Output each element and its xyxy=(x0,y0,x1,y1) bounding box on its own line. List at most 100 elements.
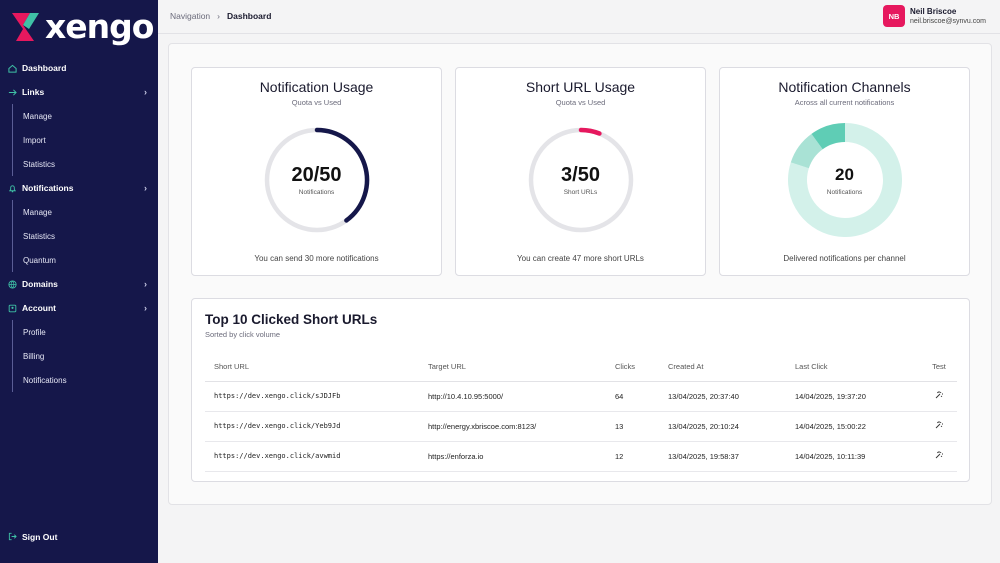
sidebar-subitem-notifications-manage[interactable]: Manage xyxy=(23,207,52,217)
bell-icon xyxy=(8,184,17,193)
short-url-usage-gauge: 3/50 Short URLs xyxy=(524,123,638,237)
table-row: https://dev.xengo.click/avwmid https://e… xyxy=(205,441,957,472)
card-subtitle: Quota vs Used xyxy=(555,98,606,107)
target-url-cell[interactable]: http://10.4.10.95:5000/ xyxy=(419,381,606,412)
notifications-submenu: Manage Statistics Quantum xyxy=(12,200,158,272)
sidebar: xengo Dashboard Links › Manage Import St… xyxy=(0,0,158,563)
gauge-value: 3/50 xyxy=(561,164,600,186)
chevron-right-icon: › xyxy=(144,303,147,313)
logo[interactable]: xengo xyxy=(10,7,154,46)
dashboard-panel: Notification Usage Quota vs Used 20/50 N… xyxy=(168,43,992,505)
donut-segment-2 xyxy=(790,133,823,169)
sidebar-subitem-account-billing[interactable]: Billing xyxy=(23,351,45,361)
table-title: Top 10 Clicked Short URLs xyxy=(205,312,378,327)
test-link-button[interactable] xyxy=(921,381,957,412)
card-title: Notification Channels xyxy=(778,79,911,95)
short-url-usage-card: Short URL Usage Quota vs Used 3/50 Short… xyxy=(455,67,706,276)
gauge-fill-arc xyxy=(314,127,369,223)
created-at-cell: 13/04/2025, 20:37:40 xyxy=(659,381,786,412)
user-menu[interactable]: NB Neil Briscoe neil.briscoe@synvu.com xyxy=(883,5,986,27)
chevron-right-icon: › xyxy=(144,279,147,289)
donut-segment-1 xyxy=(787,123,902,237)
card-subtitle: Across all current notifications xyxy=(794,98,895,107)
chevron-right-icon: › xyxy=(144,183,147,193)
test-link-button[interactable] xyxy=(921,411,957,442)
sidebar-subitem-links-statistics[interactable]: Statistics xyxy=(23,159,56,169)
sparkle-icon xyxy=(935,391,943,399)
logo-text: xengo xyxy=(45,7,154,46)
short-url-cell[interactable]: https://dev.xengo.click/Yeb9Jd xyxy=(205,411,419,442)
sidebar-item-label: Notifications xyxy=(22,183,74,193)
column-header-created-at[interactable]: Created At xyxy=(659,353,786,382)
sign-out-label: Sign Out xyxy=(22,532,58,542)
card-title: Notification Usage xyxy=(259,79,374,95)
sidebar-nav: Dashboard Links › Manage Import Statisti… xyxy=(0,56,158,392)
home-icon xyxy=(8,64,17,73)
sign-out-button[interactable]: Sign Out xyxy=(0,525,158,549)
sparkle-icon xyxy=(935,421,943,429)
sparkle-icon xyxy=(935,451,943,459)
chevron-right-icon: › xyxy=(144,87,147,97)
gauge-unit: Notifications xyxy=(298,189,335,196)
breadcrumb-navigation[interactable]: Navigation xyxy=(170,11,211,21)
donut-unit: Notifications xyxy=(826,189,863,196)
notification-channels-donut: 20 Notifications xyxy=(787,123,902,237)
gauge-value: 20/50 xyxy=(291,164,342,186)
card-footer: You can create 47 more short URLs xyxy=(517,254,644,263)
last-click-cell: 14/04/2025, 15:00:22 xyxy=(786,411,921,442)
top-urls-table: Short URL Target URL Clicks Created At L… xyxy=(205,353,957,472)
globe-icon xyxy=(8,279,17,289)
sidebar-subitem-account-notifications[interactable]: Notifications xyxy=(23,375,67,385)
link-icon xyxy=(8,88,17,97)
target-url-cell[interactable]: http://energy.xbriscoe.com:8123/ xyxy=(419,411,606,442)
sidebar-item-label: Account xyxy=(22,303,56,313)
sidebar-subitem-notifications-statistics[interactable]: Statistics xyxy=(23,231,56,241)
sidebar-subitem-links-manage[interactable]: Manage xyxy=(23,111,52,121)
breadcrumb-current: Dashboard xyxy=(227,11,272,21)
target-url-cell[interactable]: https://enforza.io xyxy=(419,441,606,472)
account-submenu: Profile Billing Notifications xyxy=(12,320,158,392)
sidebar-item-links[interactable]: Links › xyxy=(0,80,158,104)
sidebar-item-domains[interactable]: Domains › xyxy=(0,272,158,296)
clicks-cell: 64 xyxy=(606,381,659,412)
topbar: Navigation › Dashboard NB Neil Briscoe n… xyxy=(158,0,1000,34)
sidebar-item-dashboard[interactable]: Dashboard xyxy=(0,56,158,80)
last-click-cell: 14/04/2025, 10:11:39 xyxy=(786,441,921,472)
sidebar-item-account[interactable]: Account › xyxy=(0,296,158,320)
account-icon xyxy=(8,304,17,313)
breadcrumb-separator-icon: › xyxy=(217,11,221,21)
sidebar-subitem-notifications-quantum[interactable]: Quantum xyxy=(23,255,56,265)
table-subtitle: Sorted by click volume xyxy=(205,330,281,339)
avatar: NB xyxy=(883,5,906,27)
table-header-row: Short URL Target URL Clicks Created At L… xyxy=(205,353,957,382)
sidebar-subitem-links-import[interactable]: Import xyxy=(23,135,46,145)
column-header-clicks[interactable]: Clicks xyxy=(606,353,659,382)
column-header-target-url[interactable]: Target URL xyxy=(419,353,606,382)
test-link-button[interactable] xyxy=(921,441,957,472)
sidebar-item-label: Dashboard xyxy=(22,63,67,73)
card-title: Short URL Usage xyxy=(525,79,636,95)
sidebar-item-label: Links xyxy=(22,87,45,97)
table-row: https://dev.xengo.click/sJDJFb http://10… xyxy=(205,381,957,412)
last-click-cell: 14/04/2025, 19:37:20 xyxy=(786,381,921,412)
short-url-cell[interactable]: https://dev.xengo.click/avwmid xyxy=(205,441,419,472)
card-footer: Delivered notifications per channel xyxy=(783,254,906,263)
created-at-cell: 13/04/2025, 20:10:24 xyxy=(659,411,786,442)
gauge-unit: Short URLs xyxy=(563,189,598,196)
column-header-last-click[interactable]: Last Click xyxy=(786,353,921,382)
card-subtitle: Quota vs Used xyxy=(291,98,342,107)
notification-usage-gauge: 20/50 Notifications xyxy=(260,123,374,237)
sidebar-item-notifications[interactable]: Notifications › xyxy=(0,176,158,200)
notification-usage-card: Notification Usage Quota vs Used 20/50 N… xyxy=(191,67,442,276)
gauge-fill-arc xyxy=(578,127,602,136)
notification-channels-card: Notification Channels Across all current… xyxy=(719,67,970,276)
donut-segment-3 xyxy=(810,123,845,150)
xengo-logo-icon xyxy=(10,11,41,43)
short-url-cell[interactable]: https://dev.xengo.click/sJDJFb xyxy=(205,381,419,412)
links-submenu: Manage Import Statistics xyxy=(12,104,158,176)
sign-out-icon xyxy=(8,532,17,543)
created-at-cell: 13/04/2025, 19:58:37 xyxy=(659,441,786,472)
column-header-short-url[interactable]: Short URL xyxy=(205,353,419,382)
sidebar-subitem-account-profile[interactable]: Profile xyxy=(23,327,46,337)
breadcrumb: Navigation › Dashboard xyxy=(170,11,271,21)
